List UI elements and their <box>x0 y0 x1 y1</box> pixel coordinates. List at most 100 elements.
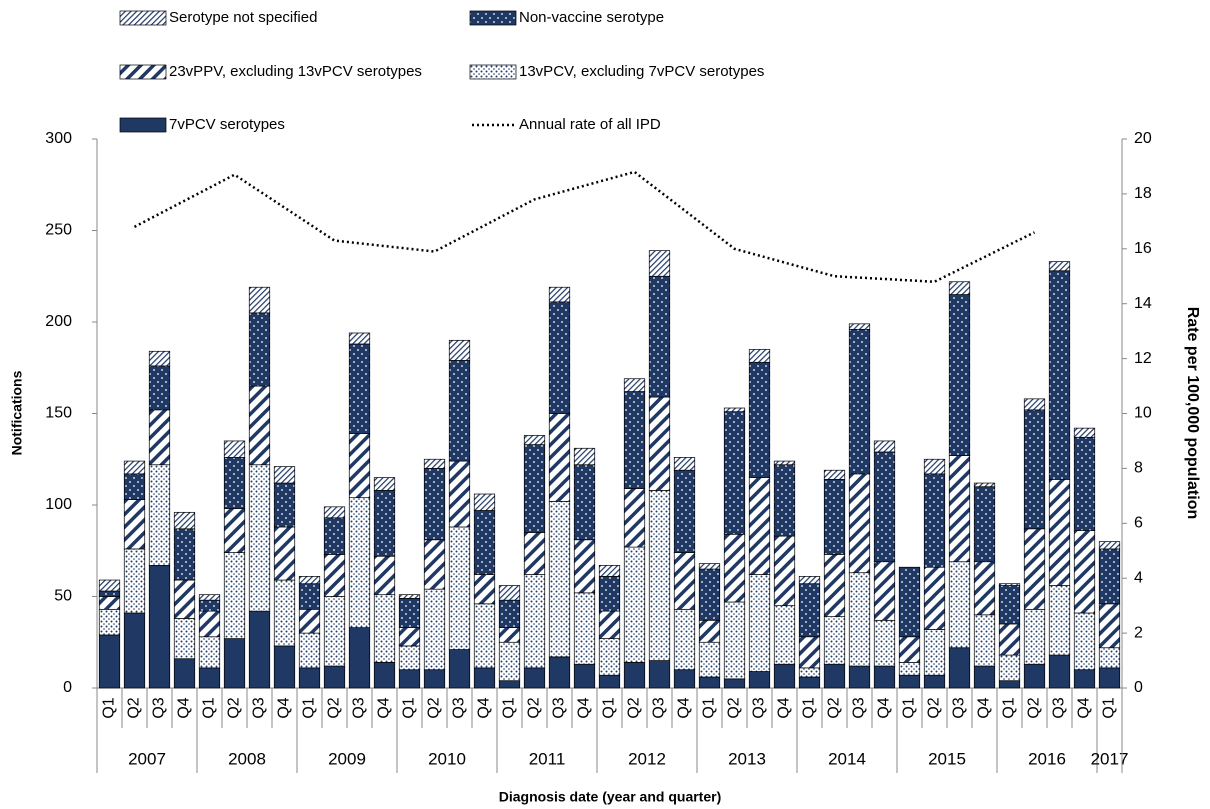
bar-segment <box>898 636 921 663</box>
bar-segment <box>598 638 621 676</box>
bar-segment <box>773 535 796 606</box>
bar-segment <box>448 360 471 462</box>
bar-segment <box>973 561 996 616</box>
bar-segment <box>473 603 496 669</box>
bar-segment <box>1073 427 1096 438</box>
bar-segment <box>498 599 521 628</box>
bar-segment <box>648 396 671 491</box>
bar-segment <box>498 680 521 689</box>
bar-segment <box>348 497 371 628</box>
bar-segment <box>298 608 321 634</box>
y2-tick-label: 8 <box>1134 460 1143 477</box>
x-tick-label: Q2 <box>726 697 743 718</box>
bar-segment <box>598 610 621 639</box>
bar-segment <box>723 411 746 535</box>
bar-segment <box>98 634 121 689</box>
bar-segment <box>1098 548 1121 605</box>
bar-segment <box>1098 541 1121 550</box>
x-tick-label: Q4 <box>876 697 893 718</box>
bar-segment <box>398 594 421 599</box>
bar-segment <box>1023 663 1046 689</box>
bar-segment <box>223 508 246 553</box>
legend-swatch <box>119 10 167 26</box>
bar-segment <box>223 638 246 689</box>
bar-segment <box>673 608 696 671</box>
bar-segment <box>973 486 996 563</box>
y-tick-label: 200 <box>45 313 72 330</box>
bar-segment <box>148 464 171 566</box>
bar-segment <box>198 636 221 669</box>
y2-tick-label: 18 <box>1134 185 1152 202</box>
bar-segment <box>1048 654 1071 689</box>
x-tick-label: Q4 <box>676 697 693 718</box>
bar-segment <box>848 328 871 475</box>
bar-segment <box>923 473 946 568</box>
legend-label: 7vPCV serotypes <box>169 116 285 133</box>
bar-segment <box>1098 603 1121 649</box>
bar-segment <box>373 490 396 557</box>
bar-segment <box>973 482 996 488</box>
bar-segment <box>1048 585 1071 656</box>
bar-segment <box>623 488 646 548</box>
bar-segment <box>698 641 721 678</box>
x-tick-label: Q3 <box>251 697 268 718</box>
bar-segment <box>748 671 771 689</box>
bar-segment <box>948 647 971 689</box>
bar-segment <box>223 552 246 639</box>
bar-segment <box>623 391 646 489</box>
x-tick-label: Q1 <box>501 697 518 718</box>
bar-segment <box>673 552 696 610</box>
bar-segment <box>123 460 146 475</box>
bar-segment <box>573 464 596 541</box>
bar-segment <box>1023 608 1046 665</box>
bar-segment <box>773 464 796 537</box>
bar-segment <box>1048 270 1071 480</box>
bar-segment <box>298 632 321 669</box>
bar-segment <box>173 618 196 660</box>
legend-swatch <box>469 10 517 26</box>
bar-segment <box>748 361 771 478</box>
bar-segment <box>323 517 346 555</box>
bar-segment <box>873 665 896 689</box>
bar-segment <box>598 674 621 689</box>
bar-segment <box>123 499 146 550</box>
bar-segment <box>348 343 371 434</box>
legend-label: Non-vaccine serotype <box>519 9 664 26</box>
y-tick-label: 100 <box>45 496 72 513</box>
bar-segment <box>473 510 496 575</box>
bar-segment <box>348 433 371 499</box>
legend-label: Serotype not specified <box>169 9 317 26</box>
legend-swatch <box>119 117 167 133</box>
bar-segment <box>873 440 896 453</box>
bar-segment <box>423 669 446 689</box>
x-tick-label: Q1 <box>801 697 818 718</box>
y-axis-label: Notifications <box>9 370 25 455</box>
bar-segment <box>448 339 471 361</box>
bar-segment <box>198 599 221 612</box>
bar-segment <box>248 385 271 466</box>
bar-segment <box>1048 261 1071 272</box>
x-tick-label: Q2 <box>226 697 243 718</box>
bar-segment <box>298 576 321 585</box>
x-tick-label: Q4 <box>776 697 793 718</box>
x-tick-label: Q4 <box>476 697 493 718</box>
bar-segment <box>948 561 971 649</box>
legend-label: 23vPPV, excluding 13vPCV serotypes <box>169 63 422 80</box>
bar-segment <box>448 649 471 689</box>
bar-segment <box>398 597 421 628</box>
bar-segment <box>423 539 446 590</box>
x-tick-label: Q1 <box>201 697 218 718</box>
bar-segment <box>148 565 171 689</box>
x-tick-label: Q1 <box>1001 697 1018 718</box>
x-tick-label: Q1 <box>701 697 718 718</box>
y2-tick-label: 16 <box>1134 240 1152 257</box>
bar-segment <box>548 301 571 414</box>
bar-segment <box>423 588 446 671</box>
year-label: 2011 <box>529 749 566 768</box>
x-tick-label: Q3 <box>151 697 168 718</box>
x-tick-label: Q1 <box>401 697 418 718</box>
y2-tick-label: 2 <box>1134 624 1143 641</box>
bar-segment <box>373 555 396 596</box>
bar-segment <box>198 667 221 689</box>
